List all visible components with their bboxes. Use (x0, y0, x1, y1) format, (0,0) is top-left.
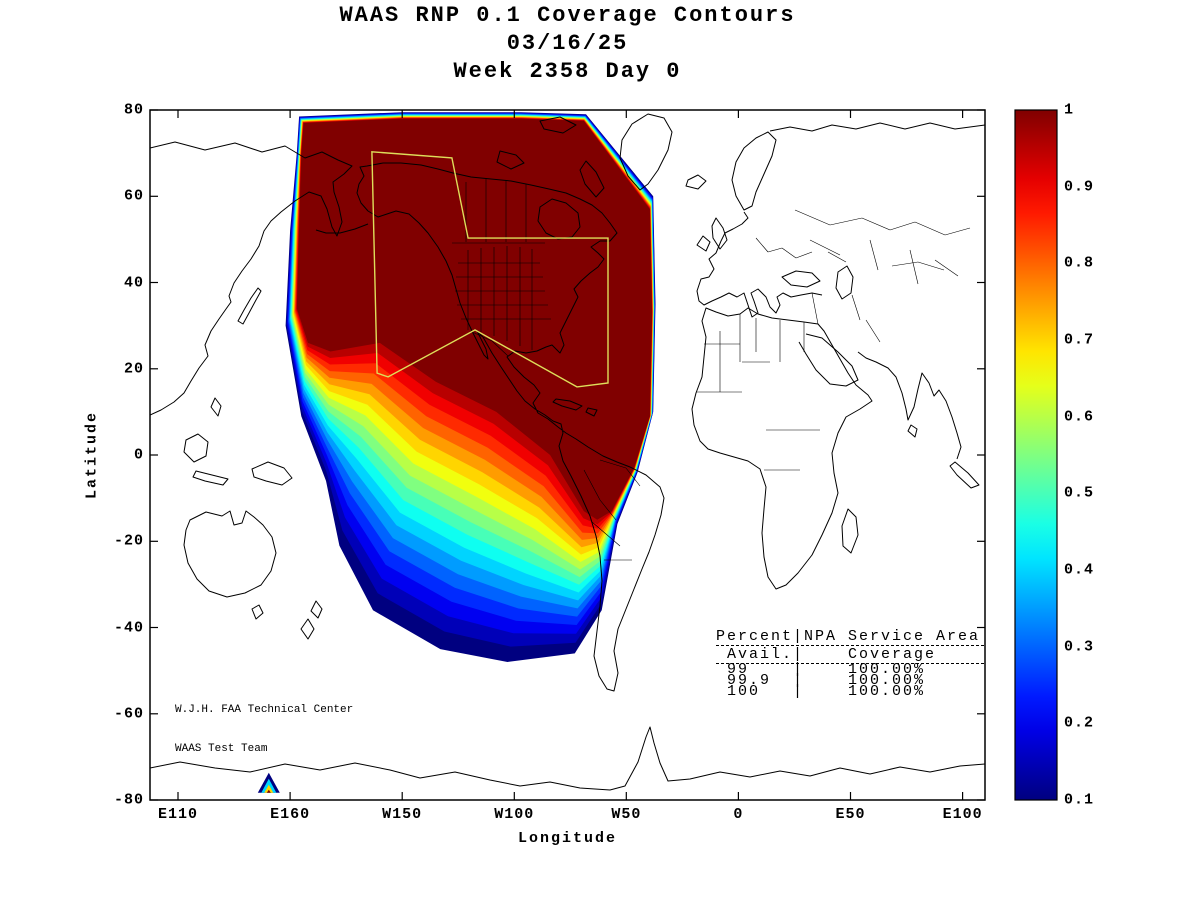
chart-title: WAAS RNP 0.1 Coverage Contours (339, 3, 796, 28)
x-tick-label-E110: E110 (158, 806, 199, 823)
colorbar-tick-label-0.1: 0.1 (1064, 791, 1095, 809)
chart-date: 03/16/25 (506, 31, 629, 56)
y-tick-label--20: -20 (113, 532, 144, 550)
contour-bands (285, 112, 656, 662)
service-table-line-3: 99 | 100.00% (716, 661, 926, 678)
colorbar-tick-label-0.3: 0.3 (1064, 638, 1095, 656)
credit-line-1: W.J.H. FAA Technical Center (175, 704, 354, 716)
x-tick-label-0: 0 (733, 806, 744, 823)
coastlines (150, 113, 985, 791)
service-area-outline (371, 151, 609, 388)
tick-marks (150, 109, 985, 801)
y-axis-label: Latitude (83, 410, 101, 500)
colorbar-tick-label-0.5: 0.5 (1064, 484, 1095, 502)
service-table-line-5: 100 | 100.00% (716, 683, 926, 700)
colorbar-tick-label-1: 1 (1064, 101, 1075, 119)
secondary-contour (257, 772, 280, 793)
colorbar-tick-label-0.4: 0.4 (1064, 561, 1095, 579)
country-borders (452, 178, 971, 561)
y-tick-label--40: -40 (113, 619, 144, 636)
colorbar (1014, 109, 1058, 801)
title-block: WAAS RNP 0.1 Coverage Contours 03/16/25 … (150, 2, 985, 86)
y-tick-label-20: 20 (123, 360, 144, 378)
service-table-line-4: 99.9 | 100.00% (716, 672, 926, 689)
x-tick-label-W50: W50 (611, 806, 642, 823)
x-tick-label-E160: E160 (270, 806, 311, 823)
service-area-table: Percent|NPA Service Area Avail.| Coverag… (716, 628, 984, 700)
y-tick-label-80: 80 (123, 101, 144, 119)
y-tick-label-0: 0 (133, 446, 144, 464)
y-tick-label--80: -80 (113, 791, 144, 809)
x-tick-label-E50: E50 (835, 806, 866, 823)
credit-annotation: W.J.H. FAA Technical Center WAAS Test Te… (175, 678, 353, 782)
colorbar-tick-label-0.9: 0.9 (1064, 178, 1095, 196)
x-tick-label-E100: E100 (942, 806, 983, 823)
x-tick-label-W150: W150 (382, 806, 423, 823)
y-tick-label-60: 60 (123, 187, 144, 205)
colorbar-tick-label-0.6: 0.6 (1064, 408, 1095, 426)
credit-line-2: WAAS Test Team (175, 743, 268, 755)
colorbar-tick-label-0.2: 0.2 (1064, 714, 1095, 732)
colorbar-tick-label-0.7: 0.7 (1064, 331, 1095, 349)
y-tick-label--60: -60 (113, 705, 144, 723)
x-axis-label: Longitude (517, 830, 617, 847)
y-tick-label-40: 40 (123, 274, 144, 291)
x-tick-label-W100: W100 (494, 806, 535, 823)
service-table-line-1: Percent|NPA Service Area (716, 628, 984, 646)
chart-week-day: Week 2358 Day 0 (453, 59, 682, 84)
colorbar-tick-label-0.8: 0.8 (1064, 254, 1095, 272)
service-table-line-2: Avail.| Coverage (716, 646, 984, 664)
